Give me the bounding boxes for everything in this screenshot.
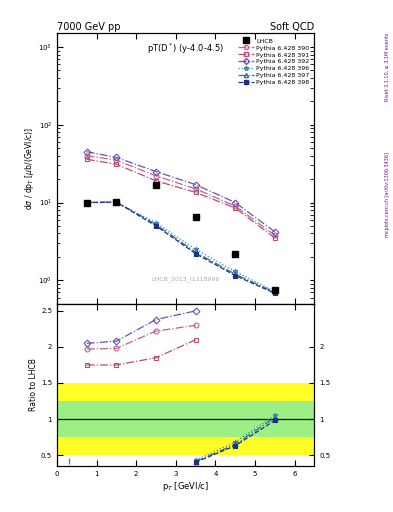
Pythia 6.428 391 — [154, 178, 158, 184]
Pythia 6.428 392 — [154, 168, 158, 175]
Pythia 6.428 392 — [272, 229, 277, 235]
Pythia 6.428 390 — [114, 157, 119, 163]
Pythia 6.428 391 — [114, 161, 119, 167]
Pythia 6.428 398 — [193, 250, 198, 257]
Line: Pythia 6.428 396: Pythia 6.428 396 — [84, 200, 277, 294]
Pythia 6.428 398 — [233, 272, 237, 279]
Pythia 6.428 396 — [233, 268, 237, 274]
Pythia 6.428 391 — [272, 235, 277, 241]
Pythia 6.428 398 — [84, 200, 89, 206]
Text: Rivet 3.1.10, ≥ 3.1M events: Rivet 3.1.10, ≥ 3.1M events — [385, 32, 389, 101]
Text: LHCB_2013_I1218996: LHCB_2013_I1218996 — [152, 276, 220, 282]
Y-axis label: Ratio to LHCB: Ratio to LHCB — [29, 358, 38, 411]
Line: Pythia 6.428 391: Pythia 6.428 391 — [84, 157, 277, 241]
Pythia 6.428 391 — [233, 205, 237, 211]
Text: mcplots.cern.ch [arXiv:1306.3436]: mcplots.cern.ch [arXiv:1306.3436] — [385, 152, 389, 237]
Pythia 6.428 397 — [272, 289, 277, 295]
Pythia 6.428 396 — [272, 288, 277, 294]
Pythia 6.428 398 — [272, 290, 277, 296]
Pythia 6.428 397 — [114, 199, 119, 205]
Pythia 6.428 392 — [84, 148, 89, 155]
Pythia 6.428 396 — [114, 200, 119, 206]
Pythia 6.428 397 — [84, 200, 89, 206]
Pythia 6.428 390 — [193, 186, 198, 192]
Text: Soft QCD: Soft QCD — [270, 22, 314, 32]
Text: pT(D$^*$) (y-4.0-4.5): pT(D$^*$) (y-4.0-4.5) — [147, 41, 224, 56]
Line: Pythia 6.428 397: Pythia 6.428 397 — [84, 199, 277, 295]
Pythia 6.428 392 — [114, 154, 119, 160]
Pythia 6.428 397 — [154, 222, 158, 228]
Y-axis label: d$\sigma$ / dp$_T$ [$\mu$b/(GeVI/c)]: d$\sigma$ / dp$_T$ [$\mu$b/(GeVI/c)] — [22, 127, 35, 210]
Line: Pythia 6.428 398: Pythia 6.428 398 — [84, 200, 277, 296]
Pythia 6.428 392 — [233, 200, 237, 206]
Pythia 6.428 390 — [84, 153, 89, 159]
Pythia 6.428 397 — [233, 271, 237, 277]
Pythia 6.428 390 — [233, 203, 237, 209]
Line: Pythia 6.428 392: Pythia 6.428 392 — [84, 150, 277, 234]
Pythia 6.428 392 — [193, 182, 198, 188]
Pythia 6.428 390 — [272, 232, 277, 238]
Pythia 6.428 397 — [193, 249, 198, 255]
Pythia 6.428 390 — [154, 173, 158, 179]
Pythia 6.428 396 — [84, 200, 89, 206]
Pythia 6.428 396 — [154, 220, 158, 226]
Legend: LHCB, Pythia 6.428 390, Pythia 6.428 391, Pythia 6.428 392, Pythia 6.428 396, Py: LHCB, Pythia 6.428 390, Pythia 6.428 391… — [236, 36, 311, 87]
Pythia 6.428 396 — [193, 246, 198, 252]
Pythia 6.428 398 — [114, 199, 119, 205]
Text: 7000 GeV pp: 7000 GeV pp — [57, 22, 121, 32]
Pythia 6.428 391 — [84, 156, 89, 162]
Pythia 6.428 391 — [193, 189, 198, 196]
X-axis label: p$_T$ [GeVI/c]: p$_T$ [GeVI/c] — [162, 480, 209, 493]
Line: Pythia 6.428 390: Pythia 6.428 390 — [84, 153, 277, 238]
Pythia 6.428 398 — [154, 223, 158, 229]
